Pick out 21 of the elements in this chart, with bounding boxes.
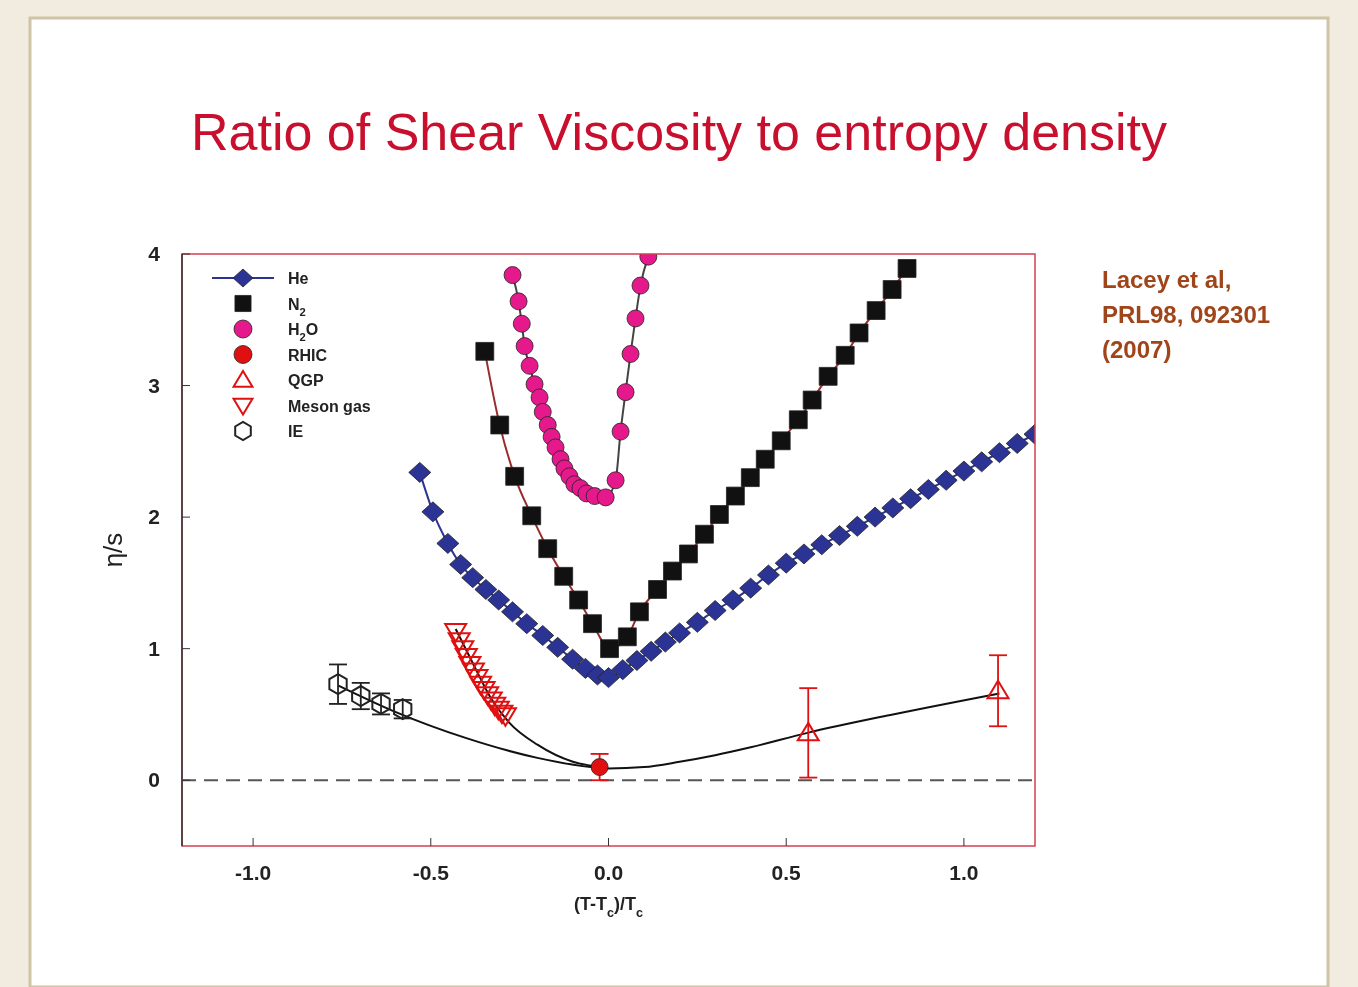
x-tick-label: -0.5	[412, 861, 450, 884]
x-tick-label: -1.0	[234, 861, 272, 884]
y-tick-label: 0	[148, 768, 160, 792]
legend-label: Meson gas	[288, 397, 371, 415]
y-axis-title: η/s	[98, 532, 128, 568]
x-axis-title: (T-T$_{c}$)/T$_{c}$	[573, 894, 644, 920]
legend-label: He	[288, 270, 309, 287]
x-tick-label: 0.5	[771, 861, 802, 884]
legend-label: QGP	[288, 372, 324, 389]
text: Lacey et al, PRL98, 092301 (2007)	[1102, 266, 1271, 363]
legend-label: RHIC	[288, 346, 328, 364]
chart-title: Ratio of Shear Viscosity to entropy density	[191, 103, 1167, 161]
y-tick-label: 2	[148, 505, 160, 529]
y-tick-label: 1	[148, 636, 161, 660]
legend-label: N$_{2}$	[288, 295, 306, 318]
legend-label: IE	[288, 423, 304, 440]
y-tick-label: 3	[148, 373, 160, 397]
x-tick-label: 1.0	[949, 861, 979, 884]
x-tick-label: 0.0	[593, 861, 624, 884]
legend-label: H$_{2}$O	[288, 321, 319, 343]
y-tick-label: 4	[148, 242, 161, 265]
